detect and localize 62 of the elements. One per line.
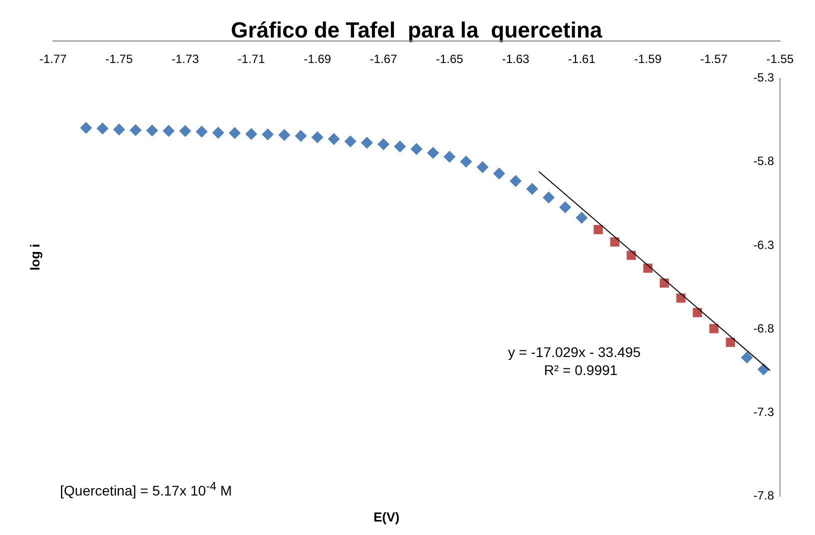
point <box>594 224 603 234</box>
x-tick-label: -1.59 <box>634 52 662 66</box>
x-tick-label: -1.67 <box>370 52 398 66</box>
y-tick-label: -6.3 <box>753 238 774 252</box>
x-tick-label: -1.77 <box>39 52 67 66</box>
point <box>146 124 158 137</box>
point <box>294 130 307 142</box>
x-axis-title: E(V) <box>374 510 400 525</box>
point <box>162 124 175 137</box>
y-tick-label: -7.8 <box>753 488 774 502</box>
point <box>344 135 356 148</box>
point <box>726 338 736 347</box>
y-tick-label: -6.8 <box>753 321 774 336</box>
point <box>510 174 522 187</box>
point <box>179 125 192 138</box>
point <box>709 324 719 334</box>
x-tick-label: -1.57 <box>700 52 728 66</box>
point <box>542 192 555 204</box>
point <box>427 146 440 159</box>
x-tick-label: -1.73 <box>172 52 200 66</box>
point <box>476 161 489 174</box>
point <box>328 133 340 146</box>
point <box>228 127 241 140</box>
x-tick-label: -1.63 <box>502 52 530 66</box>
x-tick-label: -1.75 <box>105 52 134 66</box>
point <box>444 150 456 163</box>
point <box>559 201 572 214</box>
point <box>576 212 588 224</box>
point <box>626 250 636 260</box>
annotation: R² = 0.9991 <box>544 362 618 378</box>
point <box>96 122 109 135</box>
x-tick-label: -1.69 <box>304 52 332 66</box>
y-tick-label: -5.8 <box>753 154 774 168</box>
point <box>394 140 406 153</box>
x-tick-label: -1.71 <box>238 52 266 66</box>
x-tick-label: -1.65 <box>436 52 464 66</box>
point <box>410 143 422 156</box>
point <box>278 129 290 142</box>
x-tick-label: -1.55 <box>766 52 794 66</box>
x-tick-label: -1.61 <box>568 52 596 66</box>
point <box>80 122 92 134</box>
point <box>113 124 126 136</box>
point <box>660 278 669 288</box>
point <box>526 182 538 195</box>
chart-title: Gráfico de Tafel para la quercetina <box>230 17 603 42</box>
point <box>740 352 753 364</box>
point <box>262 128 274 140</box>
y-axis-title: log i <box>28 244 43 271</box>
point <box>311 131 324 144</box>
point <box>610 237 620 247</box>
point <box>130 124 142 136</box>
annotation: y = -17.029x - 33.495 <box>508 344 641 360</box>
annotation: [Quercetina] = 5.17x 10$^{-4}$ M <box>60 480 232 499</box>
point <box>196 126 208 138</box>
point <box>245 128 258 140</box>
point <box>212 126 224 139</box>
point <box>493 167 506 180</box>
point <box>377 138 390 150</box>
y-tick-label: -5.3 <box>753 70 774 85</box>
point <box>460 156 472 168</box>
y-tick-label: -7.3 <box>753 404 774 419</box>
point <box>360 136 373 149</box>
